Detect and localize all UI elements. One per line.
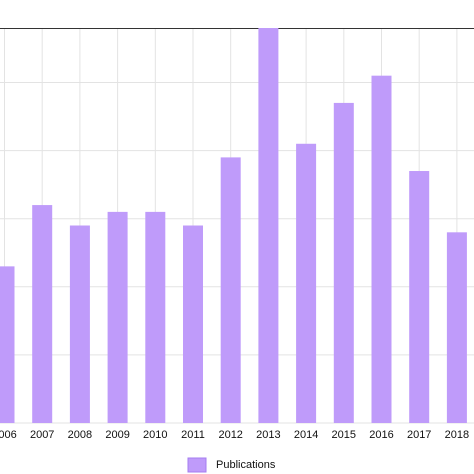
bar	[220, 157, 241, 423]
bar	[258, 28, 279, 423]
legend-swatch	[187, 457, 207, 473]
x-tick-label: 2007	[30, 429, 54, 441]
legend-label: Publications	[216, 459, 276, 471]
bar	[333, 102, 354, 424]
x-tick-label: 2013	[256, 429, 280, 441]
bar	[107, 211, 128, 423]
x-tick-label: 2017	[407, 429, 431, 441]
bar	[145, 211, 166, 423]
bar	[446, 232, 467, 423]
x-tick-label: 2018	[445, 429, 469, 441]
bar	[409, 171, 430, 423]
bar	[0, 266, 15, 423]
bar	[296, 143, 317, 423]
x-tick-label: 2006	[0, 429, 17, 441]
bar	[69, 225, 90, 423]
bar	[32, 205, 53, 423]
bar	[371, 75, 392, 423]
bar	[183, 225, 203, 423]
x-tick-label: 2012	[218, 429, 242, 441]
x-tick-label: 2011	[181, 429, 205, 441]
x-tick-label: 2009	[105, 429, 129, 441]
x-tick-label: 2010	[143, 429, 167, 441]
x-tick-label: 2016	[369, 429, 393, 441]
x-tick-label: 2008	[68, 429, 92, 441]
x-tick-label: 2014	[294, 429, 318, 441]
x-tick-label: 2015	[332, 429, 356, 441]
